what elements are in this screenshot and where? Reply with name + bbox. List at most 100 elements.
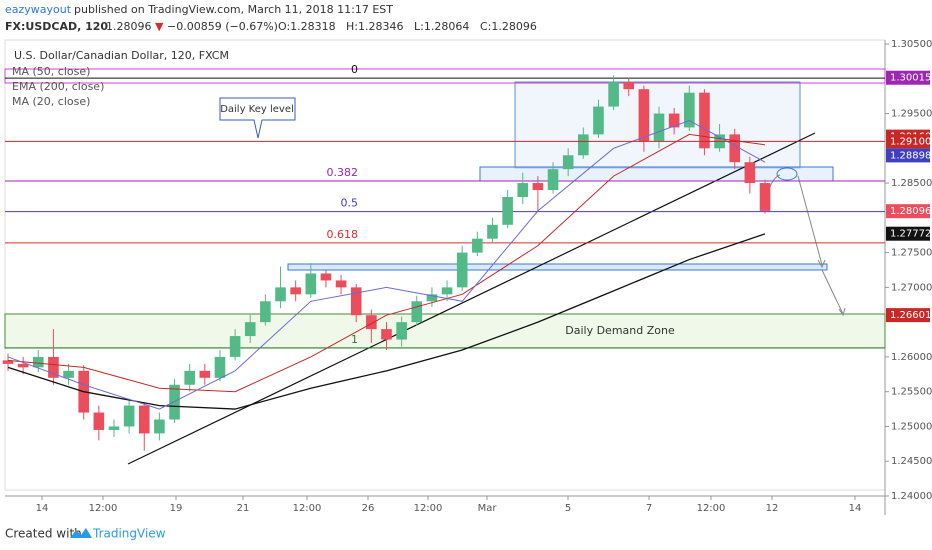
footer-created: Created with bbox=[5, 527, 82, 541]
candle-body bbox=[653, 113, 665, 142]
y-tick-label: 1.24500 bbox=[891, 456, 932, 467]
candle-body bbox=[63, 370, 74, 378]
low: L:1.28064 bbox=[414, 20, 469, 33]
candle-body bbox=[441, 287, 453, 295]
fib-level-label: 1 bbox=[351, 333, 358, 346]
x-tick-label: 5 bbox=[565, 503, 571, 514]
price-tag bbox=[886, 70, 930, 85]
candle-body bbox=[214, 356, 226, 378]
legend-entry: EMA (200, close) bbox=[12, 80, 104, 93]
price-tag bbox=[886, 226, 930, 241]
price-tag-label: 1.26601 bbox=[890, 310, 931, 321]
candle-body bbox=[93, 412, 105, 430]
price-tag bbox=[886, 134, 930, 149]
demand-zone bbox=[4, 313, 886, 349]
candle-body bbox=[108, 426, 120, 430]
key-level-band bbox=[4, 68, 886, 84]
tv-logo bbox=[70, 528, 92, 538]
candle-body bbox=[456, 252, 468, 288]
highlight bbox=[776, 167, 798, 181]
last-price: 1.28096 bbox=[106, 20, 152, 33]
footer-brand[interactable]: TradingView bbox=[92, 527, 166, 541]
high: H:1.28346 bbox=[346, 20, 403, 33]
x-tick-label: 12:00 bbox=[89, 503, 118, 514]
fib-level-label: 0.618 bbox=[327, 228, 359, 241]
candle-body bbox=[366, 315, 377, 330]
candle-body bbox=[229, 336, 241, 357]
candle-body bbox=[260, 301, 271, 323]
candle-body bbox=[184, 370, 195, 385]
x-tick-label: 14 bbox=[36, 503, 49, 514]
candle-body bbox=[275, 287, 286, 302]
y-tick-label: 1.29500 bbox=[891, 109, 932, 120]
candle-body bbox=[426, 294, 438, 302]
candle-body bbox=[335, 280, 347, 288]
candle-body bbox=[699, 92, 710, 149]
candle-body bbox=[350, 287, 362, 316]
candle-body bbox=[562, 155, 574, 170]
x-tick-label: 14 bbox=[849, 503, 862, 514]
trendline bbox=[127, 132, 816, 465]
candle-body bbox=[305, 273, 317, 295]
x-tick-label: 12:00 bbox=[414, 503, 443, 514]
y-tick-label: 1.27000 bbox=[891, 282, 932, 293]
candle-body bbox=[502, 196, 513, 225]
support-box bbox=[287, 263, 828, 271]
candle-body bbox=[32, 356, 44, 368]
moving-average bbox=[7, 119, 766, 410]
arrow-heads bbox=[817, 259, 846, 317]
candle-body bbox=[2, 360, 14, 364]
fib-level-label: 0.382 bbox=[327, 166, 359, 179]
candle-body bbox=[169, 384, 180, 420]
chart-title: U.S. Dollar/Canadian Dollar, 120, FXCM bbox=[14, 49, 229, 62]
y-tick-label: 1.30500 bbox=[891, 39, 932, 50]
symbol: FX:USDCAD, 120 bbox=[5, 20, 108, 33]
candle-body bbox=[123, 405, 135, 427]
candle-body bbox=[759, 183, 771, 211]
candle-body bbox=[744, 162, 756, 184]
price-tag bbox=[886, 204, 930, 219]
y-tick-label: 1.28500 bbox=[891, 178, 932, 189]
candle-body bbox=[48, 356, 59, 378]
close: C:1.28096 bbox=[480, 20, 537, 33]
y-tick-label: 1.26000 bbox=[891, 352, 932, 363]
candle-body bbox=[17, 363, 29, 368]
candle-body bbox=[244, 322, 256, 337]
published: published on TradingView.com, March 11, … bbox=[74, 3, 393, 16]
candle-body bbox=[472, 238, 483, 253]
y-tick-label: 1.25000 bbox=[891, 421, 932, 432]
callout bbox=[219, 97, 296, 139]
fib-level-label: 0 bbox=[351, 63, 358, 76]
open: O:1.28318 bbox=[278, 20, 336, 33]
change-arrow: ▼ bbox=[155, 20, 164, 33]
demand-zone-label: Daily Demand Zone bbox=[565, 324, 675, 337]
x-tick-label: 19 bbox=[170, 503, 183, 514]
candle-body bbox=[593, 106, 604, 135]
price-tag-label: 1.28096 bbox=[890, 206, 931, 217]
change: −0.00859 (−0.67%) bbox=[167, 20, 278, 33]
candle-body bbox=[684, 92, 695, 128]
x-tick-label: 7 bbox=[646, 503, 652, 514]
author[interactable]: eazywayout bbox=[5, 3, 72, 16]
candle-body bbox=[517, 183, 529, 197]
candle-body bbox=[154, 419, 165, 434]
resistance-box bbox=[479, 166, 834, 182]
fib-level-label: 0.5 bbox=[341, 197, 359, 210]
candle-body bbox=[608, 82, 619, 107]
candle-body bbox=[623, 82, 635, 90]
legend-entry: MA (20, close) bbox=[12, 95, 90, 108]
candle-body bbox=[199, 370, 211, 378]
x-tick-label: 12:00 bbox=[293, 503, 322, 514]
x-tick-label: 26 bbox=[362, 503, 375, 514]
price-tag bbox=[886, 308, 930, 323]
x-tick-label: 12:00 bbox=[697, 503, 726, 514]
callout-text: Daily Key level bbox=[220, 104, 294, 115]
candle-body bbox=[320, 273, 332, 281]
x-tick-label: Mar bbox=[478, 503, 498, 514]
candle-body bbox=[547, 169, 559, 191]
candle-body bbox=[578, 134, 589, 156]
price-tag-label: 1.30015 bbox=[890, 73, 931, 84]
y-tick-label: 1.27500 bbox=[891, 248, 932, 259]
candle-body bbox=[290, 287, 301, 295]
